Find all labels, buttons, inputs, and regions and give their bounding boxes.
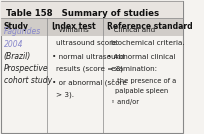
Text: Fagundes: Fagundes (4, 27, 41, 36)
Text: ◦ and/or: ◦ and/or (111, 99, 139, 105)
Text: • or abnormal (score: • or abnormal (score (52, 79, 127, 86)
FancyBboxPatch shape (1, 1, 183, 18)
Text: cohort study: cohort study (4, 76, 52, 85)
Text: examination:: examination: (111, 66, 158, 72)
FancyBboxPatch shape (1, 18, 183, 36)
Text: palpable spleen: palpable spleen (115, 88, 168, 94)
Text: Reference standard: Reference standard (107, 22, 193, 31)
Text: Index test: Index test (52, 22, 95, 31)
Text: • normal ultrasound: • normal ultrasound (52, 54, 125, 60)
Text: ultrasound score:: ultrasound score: (56, 40, 119, 46)
Text: • Williams: • Williams (52, 27, 89, 34)
Text: • Clinical and: • Clinical and (107, 27, 155, 34)
Text: biochemical criteria.: biochemical criteria. (111, 40, 184, 46)
Text: > 3).: > 3). (56, 91, 74, 98)
Text: (Brazil): (Brazil) (4, 52, 31, 61)
Text: • Abnormal clinical: • Abnormal clinical (107, 54, 176, 60)
FancyBboxPatch shape (1, 1, 183, 133)
Text: Study: Study (4, 22, 29, 31)
Text: results (score = 3): results (score = 3) (56, 66, 123, 72)
Text: Table 158   Summary of studies: Table 158 Summary of studies (6, 9, 159, 18)
Text: Prospective: Prospective (4, 64, 48, 73)
Text: ◦ the presence of a: ◦ the presence of a (111, 78, 176, 84)
Text: 2004: 2004 (4, 40, 23, 49)
